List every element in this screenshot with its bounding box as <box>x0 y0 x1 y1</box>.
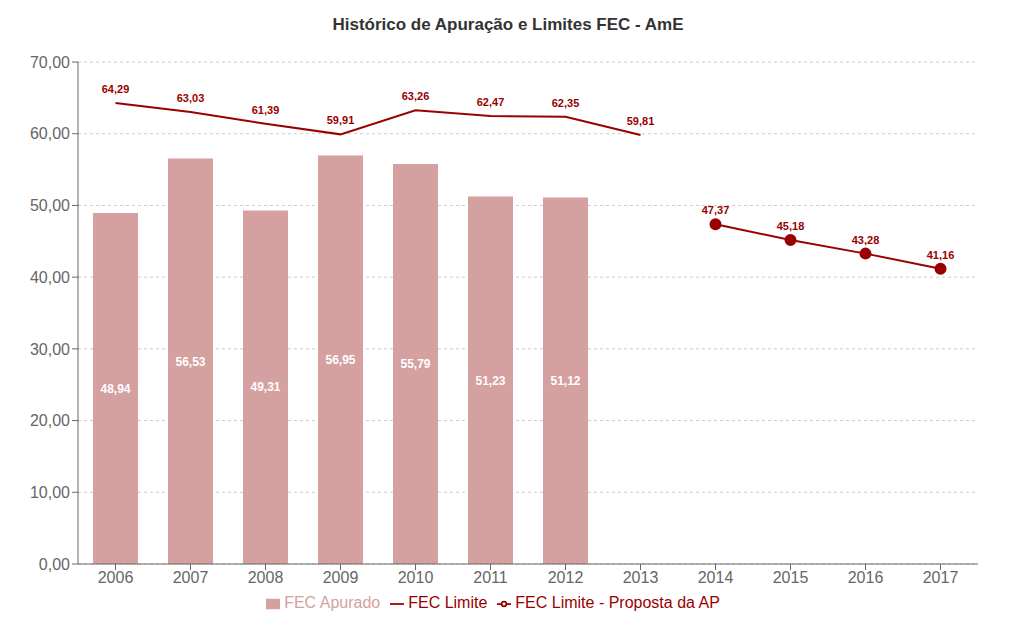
svg-text:2014: 2014 <box>698 569 734 586</box>
html-text:FEC Apurado: FEC Apurado <box>284 594 381 611</box>
svg-text:2013: 2013 <box>623 569 659 586</box>
svg-text:2009: 2009 <box>323 569 359 586</box>
svg-text:60,00: 60,00 <box>30 125 70 142</box>
svg-text:2007: 2007 <box>173 569 209 586</box>
html-text:FEC Limite: FEC Limite <box>408 594 488 611</box>
svg-text:56,53: 56,53 <box>175 355 205 369</box>
svg-text:41,16: 41,16 <box>927 249 955 261</box>
svg-text:2006: 2006 <box>98 569 134 586</box>
svg-text:62,35: 62,35 <box>552 97 580 109</box>
svg-text:20,00: 20,00 <box>30 412 70 429</box>
svg-text:56,95: 56,95 <box>325 353 355 367</box>
svg-text:2010: 2010 <box>398 569 434 586</box>
svg-text:2015: 2015 <box>773 569 809 586</box>
svg-text:63,03: 63,03 <box>177 92 205 104</box>
svg-text:10,00: 10,00 <box>30 484 70 501</box>
svg-text:59,81: 59,81 <box>627 115 655 127</box>
svg-text:2017: 2017 <box>923 569 959 586</box>
svg-text:59,91: 59,91 <box>327 114 355 126</box>
svg-text:64,29: 64,29 <box>102 83 130 95</box>
svg-text:62,47: 62,47 <box>477 96 505 108</box>
svg-text:30,00: 30,00 <box>30 341 70 358</box>
html-text:Histórico de Apuração e Limite: Histórico de Apuração e Limites FEC - Am… <box>332 15 684 34</box>
svg-text:0,00: 0,00 <box>39 556 70 573</box>
svg-text:45,18: 45,18 <box>777 220 805 232</box>
svg-text:55,79: 55,79 <box>400 357 430 371</box>
svg-text:40,00: 40,00 <box>30 269 70 286</box>
svg-text:51,23: 51,23 <box>475 374 505 388</box>
svg-text:2011: 2011 <box>473 569 508 586</box>
svg-text:51,12: 51,12 <box>550 374 580 388</box>
svg-text:2016: 2016 <box>848 569 884 586</box>
svg-text:61,39: 61,39 <box>252 104 280 116</box>
svg-text:2008: 2008 <box>248 569 284 586</box>
svg-text:48,94: 48,94 <box>100 382 130 396</box>
svg-text:43,28: 43,28 <box>852 234 880 246</box>
svg-text:49,31: 49,31 <box>250 380 280 394</box>
svg-text:50,00: 50,00 <box>30 197 70 214</box>
html-text:FEC Limite - Proposta da AP: FEC Limite - Proposta da AP <box>515 594 720 611</box>
svg-text:63,26: 63,26 <box>402 90 430 102</box>
svg-text:70,00: 70,00 <box>30 54 70 71</box>
svg-text:2012: 2012 <box>548 569 584 586</box>
svg-text:47,37: 47,37 <box>702 204 730 216</box>
